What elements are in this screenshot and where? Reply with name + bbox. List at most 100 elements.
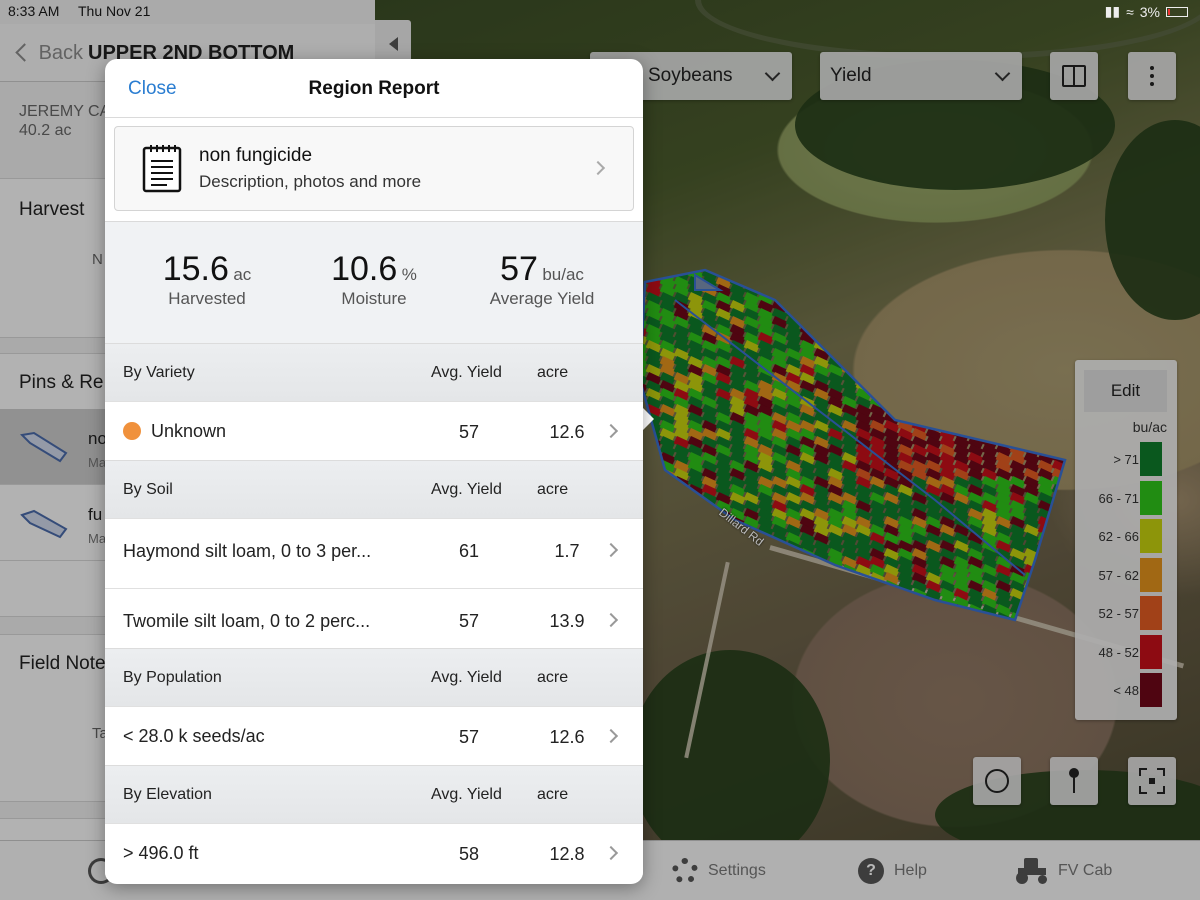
legend-range-label: 52 - 57 xyxy=(1098,606,1139,621)
close-button[interactable]: Close xyxy=(128,78,177,99)
elevation-heading: By Elevation xyxy=(123,786,212,803)
chevron-right-icon xyxy=(603,612,619,628)
avg-yield-value: 61 xyxy=(458,541,480,561)
acre-value: 13.9 xyxy=(549,611,585,631)
acre-value: 12.6 xyxy=(549,727,585,747)
tab-help[interactable]: ? Help xyxy=(858,853,927,889)
stat-value: 10.6 xyxy=(331,250,398,288)
drop-pin-button[interactable] xyxy=(1050,757,1098,805)
fit-extent-icon xyxy=(1139,768,1165,794)
acre-value: 1.7 xyxy=(554,541,580,561)
back-label: Back xyxy=(38,42,84,64)
status-bar: 8:33 AM Thu Nov 21 ▮▮ ≈ 3% xyxy=(0,0,1200,24)
legend-swatch xyxy=(1140,596,1162,630)
legend-range-label: 66 - 71 xyxy=(1098,490,1139,506)
avg-yield-value: 58 xyxy=(458,844,480,864)
wifi-icon: ≈ xyxy=(1126,3,1134,20)
draw-region-button[interactable] xyxy=(973,757,1021,805)
crop-select-value: Soybeans xyxy=(648,65,733,86)
legend-range: > 71 xyxy=(1075,440,1177,478)
variety-name: Unknown xyxy=(151,421,227,441)
pins-regions-heading: Pins & Re xyxy=(19,372,104,393)
col-avg-yield: Avg. Yield xyxy=(431,669,502,686)
layer-select[interactable]: Yield xyxy=(820,52,1022,100)
col-acre: acre xyxy=(537,786,569,803)
col-acre: acre xyxy=(537,481,569,498)
farm-name: JEREMY CA xyxy=(19,103,111,120)
tab-settings[interactable]: Settings xyxy=(672,853,766,889)
soil-row[interactable]: Twomile silt loam, 0 to 2 perc... 57 13.… xyxy=(105,588,643,648)
soil-name: Haymond silt loam, 0 to 3 per... xyxy=(123,541,372,561)
legend-range: < 48 xyxy=(1075,671,1177,709)
variety-row[interactable]: Unknown 57 12.6 xyxy=(105,401,643,460)
elevation-row[interactable]: > 496.0 ft 58 12.8 xyxy=(105,823,643,882)
variety-header: By Variety Avg. Yield acre xyxy=(105,343,643,401)
popover-arrow xyxy=(640,405,654,433)
help-icon: ? xyxy=(858,858,884,884)
split-view-button[interactable] xyxy=(1050,52,1098,100)
chevron-right-icon xyxy=(590,160,606,176)
split-view-icon xyxy=(1062,65,1086,87)
popover-header: Close Region Report xyxy=(105,59,643,118)
tab-fv-cab[interactable]: FV Cab xyxy=(1016,853,1112,889)
region-card-description: Description, photos and more xyxy=(199,172,422,191)
region-details-card[interactable]: non fungicide Description, photos and mo… xyxy=(114,126,634,211)
fit-extent-button[interactable] xyxy=(1128,757,1176,805)
avg-yield-value: 57 xyxy=(458,727,480,747)
legend-swatch xyxy=(1140,519,1162,553)
legend-edit-button[interactable]: Edit xyxy=(1084,370,1167,412)
elevation-name: > 496.0 ft xyxy=(123,843,199,863)
legend-unit: bu/ac xyxy=(1132,419,1167,435)
acre-value: 12.6 xyxy=(549,422,585,442)
legend-swatch xyxy=(1140,480,1162,515)
legend-range: 48 - 52 xyxy=(1075,633,1177,671)
legend-range-label: < 48 xyxy=(1113,683,1139,698)
stat-label: Harvested xyxy=(168,289,246,308)
population-row[interactable]: < 28.0 k seeds/ac 57 12.6 xyxy=(105,706,643,765)
layer-select-value: Yield xyxy=(830,65,872,86)
soil-row[interactable]: Haymond silt loam, 0 to 3 per... 61 1.7 xyxy=(105,518,643,588)
avg-yield-value: 57 xyxy=(458,422,480,442)
stat-unit: ac xyxy=(233,265,252,284)
battery-icon xyxy=(1166,6,1188,17)
legend-range: 62 - 66 xyxy=(1075,517,1177,555)
tab-sync[interactable] xyxy=(88,853,114,889)
region-row[interactable]: fu Ma xyxy=(0,485,375,561)
stat-moisture: 10.6 % Moisture xyxy=(289,250,459,309)
harvest-content: N xyxy=(92,251,103,268)
summary-stats: 15.6 ac Harvested 10.6 % Moisture 57 bu/… xyxy=(105,221,643,343)
status-date: Thu Nov 21 xyxy=(78,3,151,19)
region-subtitle: Ma xyxy=(88,531,107,546)
avg-yield-value: 57 xyxy=(458,611,480,631)
tractor-icon xyxy=(1016,858,1048,884)
col-acre: acre xyxy=(537,669,569,686)
collapse-arrow-icon xyxy=(388,37,398,51)
legend-range-label: 62 - 66 xyxy=(1098,529,1139,544)
back-button[interactable]: Back xyxy=(15,42,84,65)
legend-swatch xyxy=(1140,634,1162,669)
acre-value: 12.8 xyxy=(549,844,585,864)
region-shape-icon xyxy=(20,509,68,539)
more-options-button[interactable] xyxy=(1128,52,1176,100)
legend-range: 57 - 62 xyxy=(1075,556,1177,594)
soil-heading: By Soil xyxy=(123,481,173,498)
more-vertical-icon xyxy=(1150,66,1154,86)
legend-swatch xyxy=(1140,673,1162,707)
tab-help-label: Help xyxy=(894,862,927,879)
stat-label: Moisture xyxy=(341,289,407,308)
popover-title: Region Report xyxy=(308,78,440,99)
variety-name-cell: Unknown xyxy=(123,421,226,442)
tab-settings-label: Settings xyxy=(708,862,766,879)
status-time: 8:33 AM xyxy=(8,3,60,19)
legend-swatch xyxy=(1140,557,1162,592)
soil-name: Twomile silt loam, 0 to 2 perc... xyxy=(123,611,371,631)
pin-icon xyxy=(1068,768,1080,794)
status-indicators: ▮▮ ≈ 3% xyxy=(1105,3,1188,20)
yield-heatmap xyxy=(638,268,1067,622)
chevron-right-icon xyxy=(603,423,619,439)
region-name: fu xyxy=(88,505,103,524)
lasso-icon xyxy=(985,769,1009,793)
region-name: no xyxy=(88,429,107,448)
battery-percent: 3% xyxy=(1139,3,1160,20)
soil-header: By Soil Avg. Yield acre xyxy=(105,460,643,518)
